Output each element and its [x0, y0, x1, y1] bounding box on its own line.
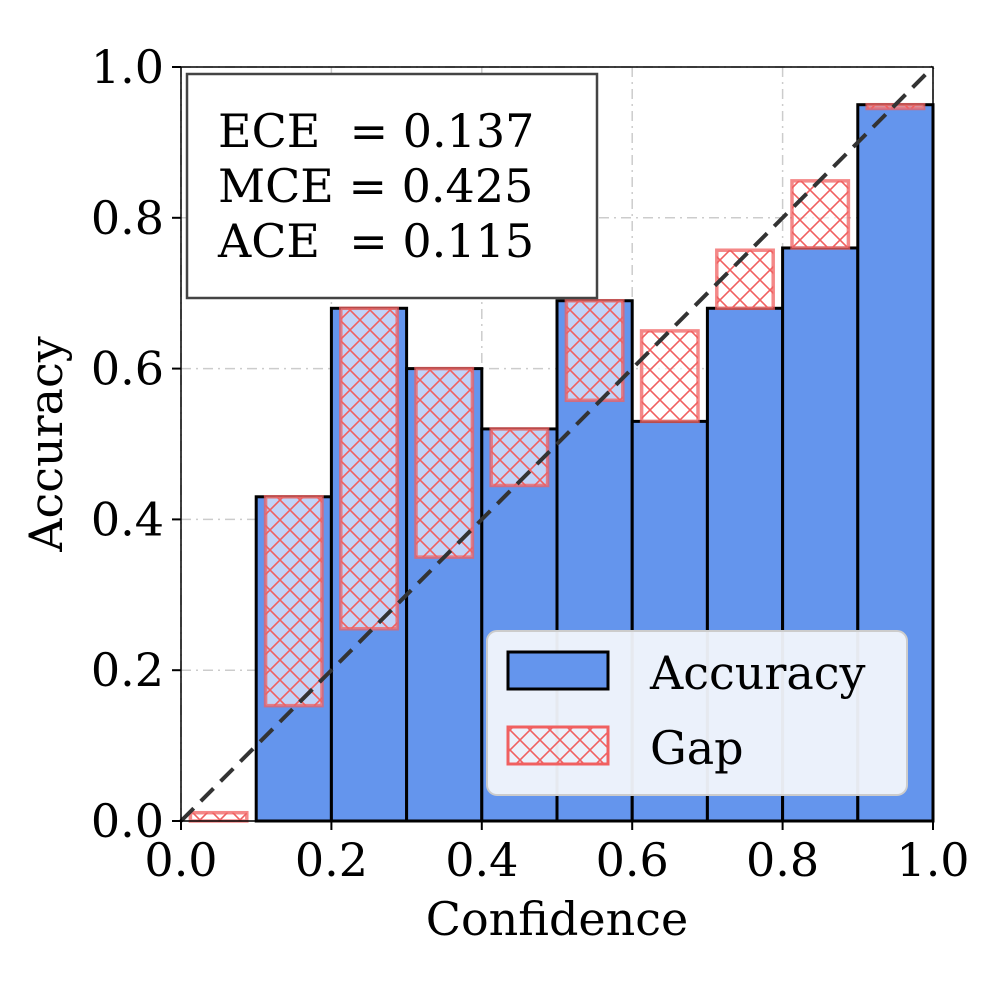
legend-accuracy-swatch: [506, 650, 610, 691]
gap-bar-1: [263, 495, 324, 708]
legend-accuracy-label: Accuracy: [649, 646, 866, 700]
ece-annotation: ECE = 0.137: [218, 104, 534, 158]
ace-annotation: ACE = 0.115: [217, 214, 534, 268]
legend: Accuracy Gap: [486, 630, 908, 796]
y-tick-label-2: 0.4: [91, 492, 164, 546]
plot-frame: [180, 66, 934, 822]
gap-bar-7: [715, 248, 775, 311]
perfect-calibration-line: [179, 65, 935, 823]
gap-bar-2: [339, 306, 399, 631]
gap-bar-4: [489, 427, 550, 488]
y-tick-label-4: 0.8: [91, 191, 164, 245]
y-axis-label: Accuracy: [19, 336, 73, 553]
x-tick-label-4: 0.8: [746, 833, 819, 887]
x-tick-label-1: 0.2: [295, 833, 368, 887]
x-tick-label-0: 0.0: [144, 833, 217, 887]
x-tick-label-3: 0.6: [596, 833, 669, 887]
gap-bar-6: [639, 329, 700, 424]
y-tick-label-3: 0.6: [91, 342, 164, 396]
gap-bar-3: [414, 366, 475, 559]
axis-ticks: 0.0 0.2 0.4 0.6 0.8 1.0 0.0 0.2 0.4 0.6 0.8 1.0: [91, 40, 970, 887]
y-tick-label-5: 1.0: [91, 40, 164, 94]
y-tick-label-0: 0.0: [91, 794, 164, 848]
mce-annotation: MCE = 0.425: [218, 159, 533, 213]
metrics-box: ECE = 0.137 MCE = 0.425 ACE = 0.115: [185, 72, 599, 300]
gap-bar-0: [188, 810, 249, 823]
x-tick-label-2: 0.4: [445, 833, 518, 887]
legend-gap-label: Gap: [650, 721, 744, 775]
x-tick-label-5: 1.0: [896, 833, 969, 887]
gap-bars: [188, 102, 926, 823]
x-axis-label: Confidence: [426, 892, 688, 946]
gap-bar-5: [564, 298, 625, 403]
gap-bar-8: [790, 179, 851, 250]
y-tick-label-1: 0.2: [91, 643, 164, 697]
legend-gap-swatch: [506, 725, 610, 766]
